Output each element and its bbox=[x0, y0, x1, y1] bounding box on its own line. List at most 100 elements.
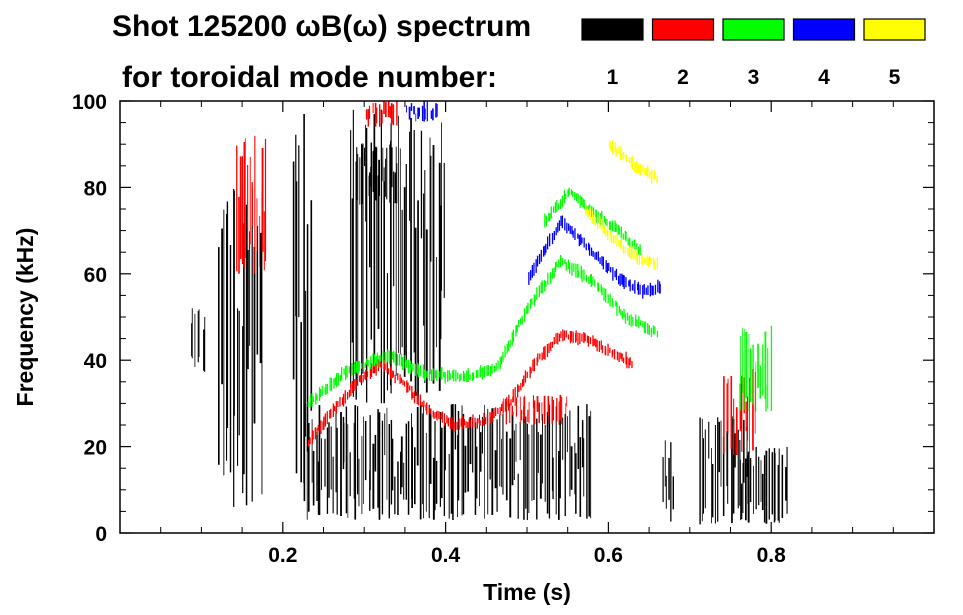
data-point bbox=[630, 157, 632, 167]
data-point bbox=[353, 379, 355, 391]
data-point bbox=[372, 366, 374, 374]
data-point bbox=[538, 402, 540, 424]
data-point bbox=[516, 324, 518, 333]
data-point bbox=[443, 162, 445, 298]
data-point bbox=[558, 401, 560, 425]
data-point bbox=[379, 354, 382, 362]
data-point bbox=[618, 239, 620, 247]
data-point bbox=[629, 357, 631, 366]
data-point bbox=[497, 407, 499, 414]
data-point bbox=[598, 340, 600, 352]
data-point bbox=[312, 431, 314, 440]
data-point bbox=[314, 427, 316, 440]
data-point bbox=[226, 214, 228, 461]
data-point bbox=[514, 395, 516, 406]
data-point bbox=[563, 190, 565, 204]
data-point bbox=[426, 101, 428, 122]
data-point bbox=[579, 332, 581, 345]
data-point bbox=[553, 267, 555, 278]
data-point bbox=[609, 221, 611, 230]
data-point bbox=[550, 272, 552, 284]
data-point bbox=[539, 353, 541, 360]
data-point bbox=[398, 353, 400, 366]
data-point bbox=[377, 409, 379, 508]
data-point bbox=[588, 244, 591, 256]
data-point bbox=[597, 251, 599, 262]
data-point bbox=[645, 287, 647, 295]
data-point bbox=[346, 365, 348, 378]
data-point bbox=[711, 448, 712, 524]
data-point bbox=[586, 205, 588, 212]
data-point bbox=[316, 427, 318, 435]
data-point bbox=[292, 161, 295, 380]
data-point bbox=[649, 255, 651, 265]
data-point bbox=[607, 226, 609, 240]
data-point bbox=[372, 354, 374, 366]
data-point bbox=[758, 456, 760, 506]
data-point bbox=[743, 377, 745, 414]
data-point bbox=[612, 349, 614, 356]
data-point bbox=[623, 357, 625, 364]
data-point bbox=[390, 123, 392, 394]
data-point bbox=[543, 246, 545, 257]
x-tick-label: 0.6 bbox=[594, 544, 623, 567]
data-point bbox=[613, 349, 616, 360]
data-point bbox=[456, 421, 458, 430]
data-point bbox=[332, 456, 334, 514]
data-point bbox=[432, 368, 434, 381]
data-point bbox=[556, 200, 558, 212]
data-point bbox=[643, 284, 645, 295]
data-point bbox=[406, 105, 407, 113]
data-point bbox=[361, 363, 363, 369]
data-point bbox=[373, 114, 376, 373]
data-point bbox=[384, 364, 386, 370]
data-point bbox=[520, 318, 522, 325]
y-tick-label: 60 bbox=[84, 264, 107, 287]
data-point bbox=[647, 285, 649, 295]
data-point bbox=[421, 105, 424, 121]
data-point bbox=[531, 298, 533, 305]
data-point bbox=[555, 333, 557, 344]
data-point bbox=[654, 284, 657, 295]
data-point bbox=[553, 206, 555, 213]
data-point bbox=[631, 155, 633, 170]
data-point bbox=[384, 352, 386, 364]
data-point bbox=[328, 422, 330, 498]
data-point bbox=[486, 365, 488, 377]
data-point bbox=[408, 106, 411, 120]
data-point bbox=[587, 210, 589, 218]
data-point bbox=[303, 114, 305, 484]
data-point bbox=[601, 256, 603, 266]
data-point bbox=[390, 420, 393, 505]
data-point bbox=[400, 353, 402, 367]
data-point bbox=[386, 362, 388, 373]
data-point bbox=[483, 366, 485, 378]
data-point bbox=[374, 354, 376, 367]
data-point bbox=[577, 233, 579, 239]
data-point bbox=[637, 163, 640, 174]
data-point bbox=[378, 412, 381, 520]
data-point bbox=[364, 147, 366, 167]
data-point bbox=[781, 454, 784, 518]
data-point bbox=[410, 118, 412, 382]
data-point bbox=[374, 434, 377, 472]
data-point bbox=[523, 308, 526, 322]
data-point bbox=[614, 220, 616, 233]
data-point bbox=[307, 423, 310, 512]
data-point bbox=[407, 382, 409, 393]
data-point bbox=[420, 130, 423, 239]
data-point bbox=[531, 424, 533, 501]
data-point bbox=[536, 255, 539, 267]
data-point bbox=[575, 193, 578, 202]
data-point bbox=[570, 331, 573, 342]
data-point bbox=[785, 467, 787, 501]
data-point bbox=[256, 198, 258, 251]
data-point bbox=[510, 399, 512, 406]
data-point bbox=[310, 200, 313, 411]
data-point bbox=[541, 402, 543, 421]
data-point bbox=[558, 333, 561, 342]
data-point bbox=[337, 372, 339, 386]
data-point bbox=[584, 333, 586, 342]
data-point bbox=[574, 442, 576, 495]
data-point bbox=[237, 308, 239, 466]
